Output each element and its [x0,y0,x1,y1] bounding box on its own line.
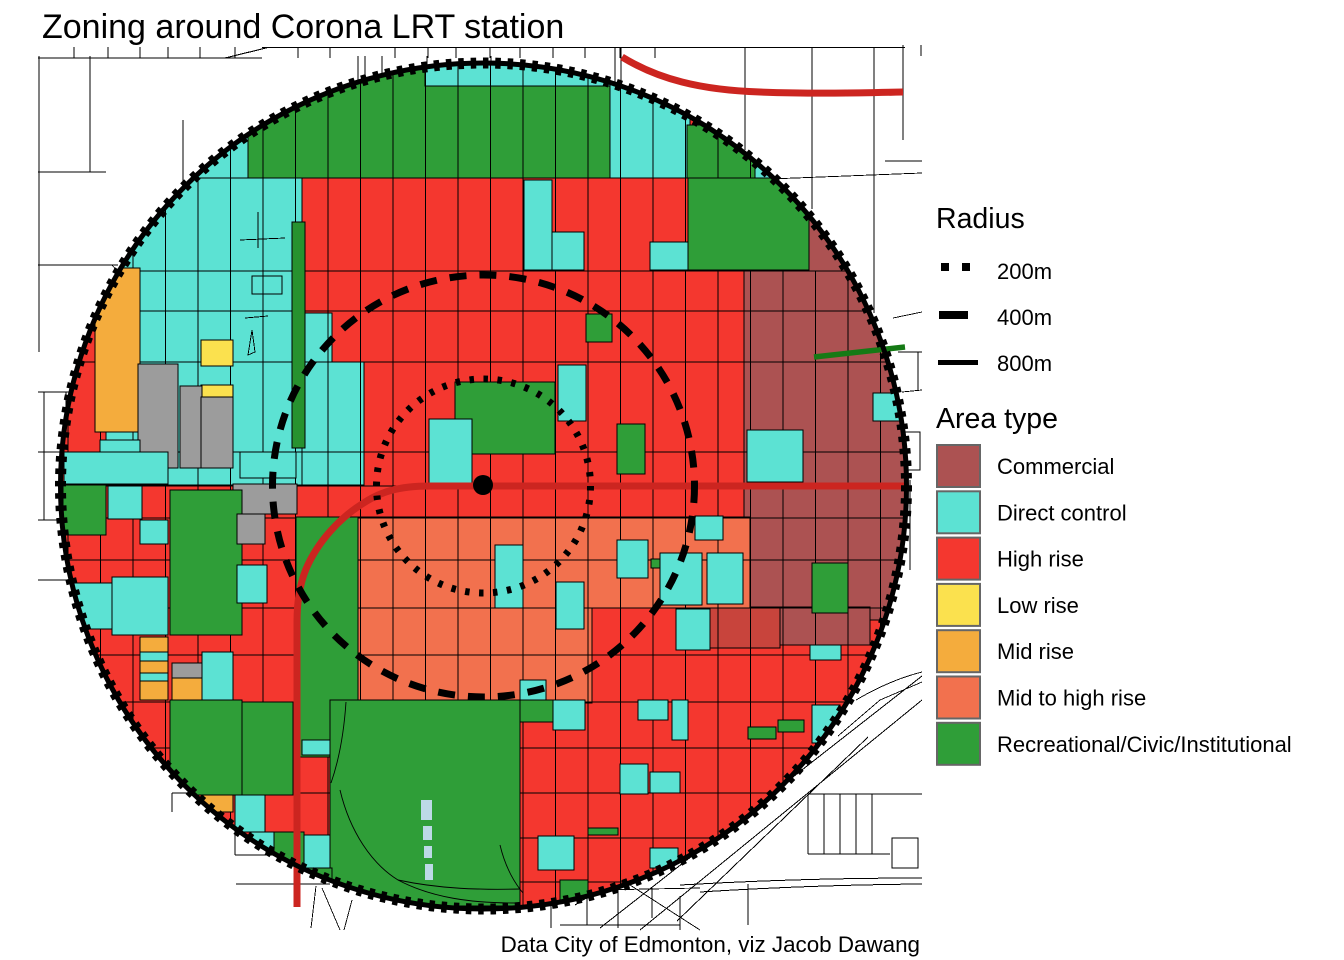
svg-text:Mid to high rise: Mid to high rise [997,686,1146,711]
svg-text:800m: 800m [997,351,1052,376]
svg-text:200m: 200m [997,259,1052,284]
svg-text:Low rise: Low rise [997,593,1079,618]
svg-text:High rise: High rise [997,547,1084,572]
svg-text:Commercial: Commercial [997,454,1114,479]
svg-text:Data City of Edmonton, viz Jac: Data City of Edmonton, viz Jacob Dawang [501,932,920,957]
svg-text:Radius: Radius [936,203,1025,235]
svg-text:Mid rise: Mid rise [997,639,1074,664]
svg-text:400m: 400m [997,305,1052,330]
svg-text:Zoning around Corona LRT stati: Zoning around Corona LRT station [42,8,564,46]
svg-text:Area type: Area type [936,403,1058,435]
svg-text:Recreational/Civic/Institution: Recreational/Civic/Institutional [997,732,1292,757]
svg-text:Direct control: Direct control [997,500,1127,525]
